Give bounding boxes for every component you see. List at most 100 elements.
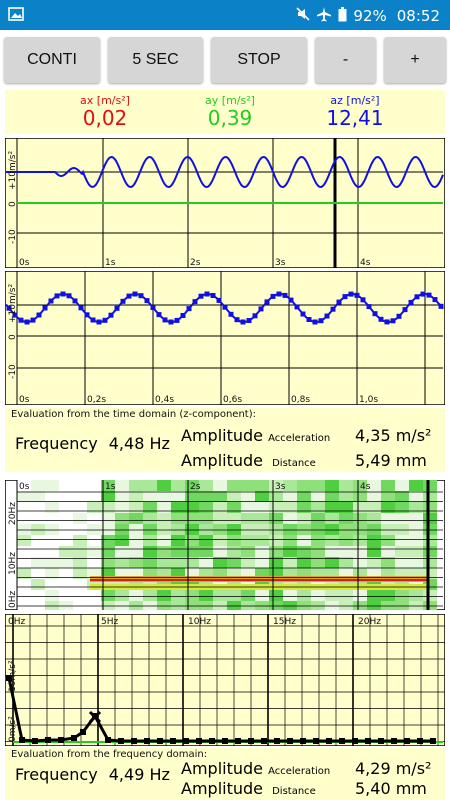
time-tick-4: 4s — [360, 258, 371, 268]
spec-tick-3: 3s — [275, 482, 286, 492]
sample-marker-13 — [84, 312, 90, 318]
sample-marker-7 — [48, 298, 54, 304]
duration-button[interactable]: 5 SEC — [108, 37, 203, 83]
spec-y-10hz: 10Hz — [8, 552, 18, 575]
sample-marker-60 — [366, 304, 372, 310]
zoom-tick-1: 0,2s — [87, 395, 106, 405]
fft-bin-marker-22 — [287, 738, 293, 744]
spectrum-x-10hz: 10Hz — [188, 617, 211, 627]
sample-marker-9 — [60, 291, 66, 297]
fft-bin-marker-10 — [131, 738, 137, 744]
time-tick-0: 0s — [19, 258, 30, 268]
sample-marker-55 — [336, 299, 342, 305]
sample-marker-30 — [186, 306, 192, 312]
spectrum-x-15hz: 15Hz — [273, 617, 296, 627]
time-acceleration-value: 4,35 m/s² — [355, 426, 432, 445]
sample-marker-18 — [114, 305, 120, 311]
sample-marker-10 — [66, 293, 72, 299]
zoom-out-button[interactable]: - — [315, 37, 376, 83]
fft-bin-marker-12 — [157, 738, 163, 744]
time-distance-label: Distance — [272, 458, 316, 469]
sample-marker-53 — [324, 313, 330, 319]
sample-marker-52 — [318, 318, 324, 324]
spectrum-y-10: 10m/s² — [8, 660, 18, 692]
ay-value: 0,39 — [207, 106, 253, 130]
az-value: 12,41 — [326, 106, 384, 130]
battery-icon — [338, 6, 347, 26]
sample-marker-46 — [282, 292, 288, 298]
sample-marker-34 — [210, 293, 216, 298]
spec-tick-4: 4s — [360, 482, 371, 492]
sample-marker-72 — [438, 303, 444, 309]
spectrum-graph[interactable]: 0Hz 5Hz 10Hz 15Hz 20Hz 10m/s² 0m/s² — [5, 614, 445, 746]
fft-bin-marker-19 — [248, 738, 254, 744]
zoom-y-label-plus10: +10m/s² — [8, 284, 18, 323]
sample-marker-23 — [144, 298, 150, 304]
clock: 08:52 — [396, 7, 440, 25]
az-label: az [m/s²] — [330, 94, 380, 107]
sample-marker-47 — [288, 297, 294, 303]
readings-panel: ax [m/s²] 0,02 ay [m/s²] 0,39 az [m/s²] … — [5, 90, 445, 134]
sample-marker-5 — [36, 312, 42, 318]
time-graph[interactable]: 0s 1s 2s 3s 4s +10m/s² 0 -10 — [5, 138, 445, 268]
ay-label: ay [m/s²] — [205, 94, 255, 107]
zoom-tick-2: 0,4s — [155, 395, 174, 405]
fft-bin-marker-30 — [391, 738, 397, 744]
freq-eval-title: Evaluation from the frequency domain: — [11, 749, 208, 760]
sample-marker-11 — [72, 298, 78, 304]
fft-spectrum-line — [7, 677, 433, 743]
freq-amplitude-acc-label: Amplitude — [181, 759, 263, 778]
stop-button[interactable]: STOP — [211, 37, 307, 83]
sample-marker-33 — [204, 291, 210, 297]
sample-marker-67 — [408, 299, 414, 305]
spec-y-20hz: 20Hz — [8, 502, 18, 525]
fft-bin-marker-26 — [339, 738, 345, 744]
conti-button[interactable]: CONTI — [4, 37, 100, 83]
sample-marker-63 — [384, 319, 390, 325]
sample-marker-2 — [18, 317, 24, 323]
spectrum-x-0hz: 0Hz — [8, 617, 25, 627]
sample-marker-19 — [120, 298, 126, 304]
ax-value: 0,02 — [82, 106, 128, 130]
fft-bin-marker-21 — [274, 738, 280, 744]
image-icon — [8, 6, 24, 25]
sample-markers — [6, 291, 444, 325]
fft-bin-marker-20 — [261, 738, 267, 744]
time-acceleration-label: Acceleration — [268, 433, 331, 444]
sample-marker-62 — [378, 316, 384, 322]
fft-bin-marker-18 — [235, 738, 241, 744]
az-reading: az [m/s²] 12,41 — [285, 90, 425, 129]
sample-marker-69 — [420, 291, 426, 297]
sample-marker-50 — [306, 317, 312, 322]
zoom-in-button[interactable]: + — [384, 37, 446, 83]
sample-marker-37 — [228, 311, 234, 317]
fft-bin-marker-27 — [352, 738, 358, 744]
zoom-time-graph[interactable]: 0s 0,2s 0,4s 0,6s 0,8s 1,0s +10m/s² 0 -1… — [5, 271, 445, 405]
sample-marker-29 — [180, 313, 186, 318]
sample-marker-12 — [78, 305, 84, 311]
sample-marker-48 — [294, 304, 300, 310]
time-distance-value: 5,49 mm — [355, 451, 427, 470]
freq-eval-panel: Evaluation from the frequency domain: Fr… — [5, 748, 445, 800]
zoom-y-label-minus10: -10 — [8, 364, 18, 379]
fft-bin-marker-28 — [365, 738, 371, 744]
freq-frequency-label: Frequency — [15, 765, 98, 784]
sample-marker-22 — [138, 293, 144, 299]
sample-marker-0 — [6, 305, 12, 311]
sample-marker-36 — [222, 304, 228, 310]
sample-marker-31 — [192, 299, 198, 305]
sample-marker-39 — [240, 319, 246, 325]
fft-bin-marker-13 — [170, 738, 176, 744]
spectrum-x-5hz: 5Hz — [101, 617, 118, 627]
sample-marker-49 — [300, 311, 306, 317]
fft-bin-markers — [6, 675, 436, 744]
freq-amplitude-dist-label: Amplitude — [181, 779, 263, 798]
sample-marker-57 — [348, 291, 354, 297]
spectrogram[interactable]: 0s 1s 2s 3s 4s 20Hz 10Hz 0Hz — [5, 480, 445, 610]
sample-marker-66 — [402, 307, 408, 313]
freq-acceleration-label: Acceleration — [268, 766, 331, 777]
fft-bin-marker-17 — [222, 738, 228, 744]
sample-marker-70 — [426, 292, 432, 298]
sample-marker-24 — [150, 305, 156, 310]
sample-marker-35 — [216, 297, 222, 303]
